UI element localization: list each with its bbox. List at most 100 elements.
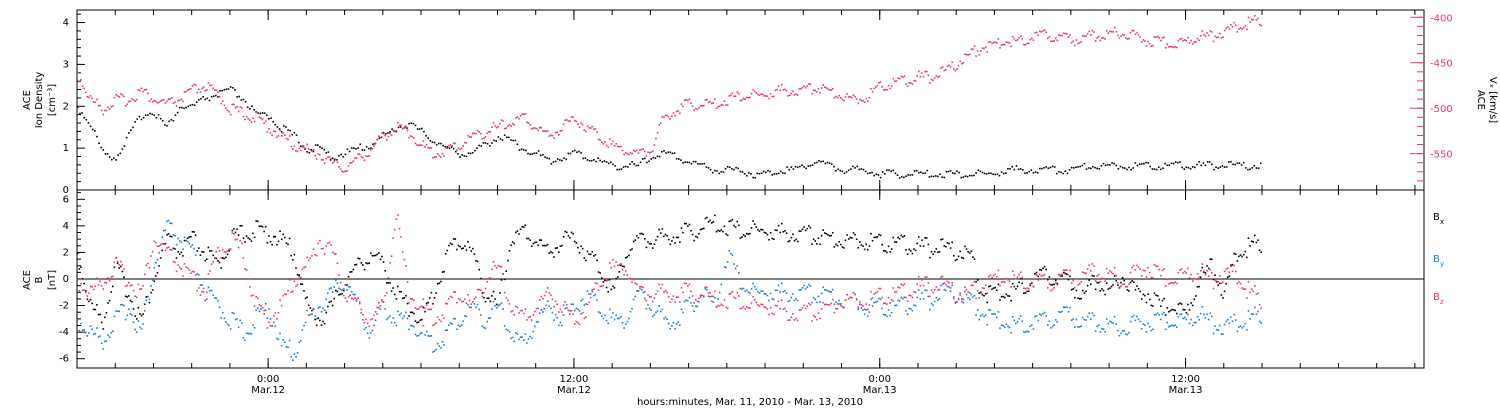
by-point xyxy=(565,307,568,309)
bx-point xyxy=(435,292,437,294)
bz-point xyxy=(151,250,154,253)
velocity-point xyxy=(730,94,732,96)
density-point xyxy=(276,126,279,128)
by-point xyxy=(260,308,262,311)
density-point xyxy=(767,169,769,172)
bx-point xyxy=(527,237,530,240)
by-point xyxy=(839,303,842,305)
bz-point xyxy=(645,299,648,302)
bx-point xyxy=(457,244,460,247)
velocity-point xyxy=(220,102,222,105)
density-point xyxy=(1085,168,1088,170)
bz-point xyxy=(793,319,796,321)
bx-point xyxy=(511,241,514,243)
by-point xyxy=(593,294,595,297)
bz-point xyxy=(492,260,495,263)
velocity-point xyxy=(1190,39,1192,42)
velocity-point xyxy=(1007,41,1009,44)
bx-point xyxy=(92,308,95,311)
bz-point xyxy=(1156,265,1159,268)
velocity-point xyxy=(712,102,715,104)
bz-point xyxy=(1099,280,1102,283)
bz-point xyxy=(1260,307,1263,309)
bx-point xyxy=(801,228,804,231)
by-point xyxy=(253,326,256,329)
velocity-point xyxy=(793,94,796,96)
velocity-point xyxy=(624,151,627,154)
by-point xyxy=(151,279,154,281)
by-point xyxy=(185,239,187,242)
bz-point xyxy=(653,297,656,299)
velocity-point xyxy=(309,149,312,151)
by-point xyxy=(1128,331,1130,334)
velocity-point xyxy=(438,154,441,157)
bx-point xyxy=(107,302,109,304)
density-point xyxy=(588,160,591,162)
bx-point xyxy=(1078,298,1081,300)
velocity-point xyxy=(816,91,818,93)
by-point xyxy=(621,321,624,324)
density-point xyxy=(529,153,531,156)
bx-point xyxy=(814,240,817,242)
density-point xyxy=(1157,166,1160,168)
velocity-point xyxy=(787,94,789,97)
bx-point xyxy=(440,280,442,283)
bz-point xyxy=(274,312,277,314)
bx-point xyxy=(1132,281,1135,283)
velocity-point xyxy=(867,100,869,102)
velocity-point xyxy=(1091,29,1094,32)
density-point xyxy=(1034,171,1037,173)
bz-point xyxy=(304,266,307,268)
velocity-point xyxy=(1174,45,1176,48)
density-point xyxy=(771,174,774,176)
velocity-point xyxy=(175,105,178,107)
bx-point xyxy=(835,243,837,246)
velocity-point xyxy=(1132,29,1135,32)
bz-point xyxy=(113,261,116,264)
bz-point xyxy=(978,297,981,299)
by-point xyxy=(186,240,189,243)
by-point xyxy=(736,265,738,267)
bx-point xyxy=(331,304,334,307)
bx-point xyxy=(605,286,608,289)
bz-point xyxy=(255,296,257,298)
bx-point xyxy=(688,223,691,226)
bz-point xyxy=(417,308,420,310)
density-tick-label: 4 xyxy=(63,18,69,29)
bx-point xyxy=(398,290,401,293)
velocity-point xyxy=(1258,23,1261,26)
density-point xyxy=(790,166,793,168)
bz-point xyxy=(1042,274,1044,277)
by-point xyxy=(534,325,536,328)
by-point xyxy=(1118,334,1121,337)
bx-point xyxy=(1187,303,1189,306)
bx-point xyxy=(685,222,688,225)
velocity-point xyxy=(307,147,310,150)
density-point xyxy=(614,165,616,167)
bx-point xyxy=(644,238,646,240)
bx-point xyxy=(857,246,860,249)
velocity-point xyxy=(244,118,246,121)
density-point xyxy=(750,173,752,175)
density-point xyxy=(206,97,209,100)
bx-point xyxy=(897,236,899,239)
density-point xyxy=(1179,161,1181,163)
by-point xyxy=(1206,313,1208,315)
velocity-point xyxy=(741,99,743,101)
by-point xyxy=(1191,324,1194,327)
by-point xyxy=(272,321,275,324)
velocity-point xyxy=(311,150,313,152)
density-point xyxy=(306,151,308,153)
by-point xyxy=(1029,325,1032,328)
bz-point xyxy=(542,297,544,300)
by-point xyxy=(190,245,192,248)
density-point xyxy=(1053,166,1056,168)
bz-point xyxy=(957,297,960,300)
velocity-point xyxy=(1048,35,1051,38)
density-point xyxy=(663,150,665,152)
velocity-point xyxy=(819,91,821,94)
bz-point xyxy=(882,302,885,305)
density-point xyxy=(323,148,325,151)
velocity-point xyxy=(1023,43,1025,46)
bz-point xyxy=(193,270,195,273)
